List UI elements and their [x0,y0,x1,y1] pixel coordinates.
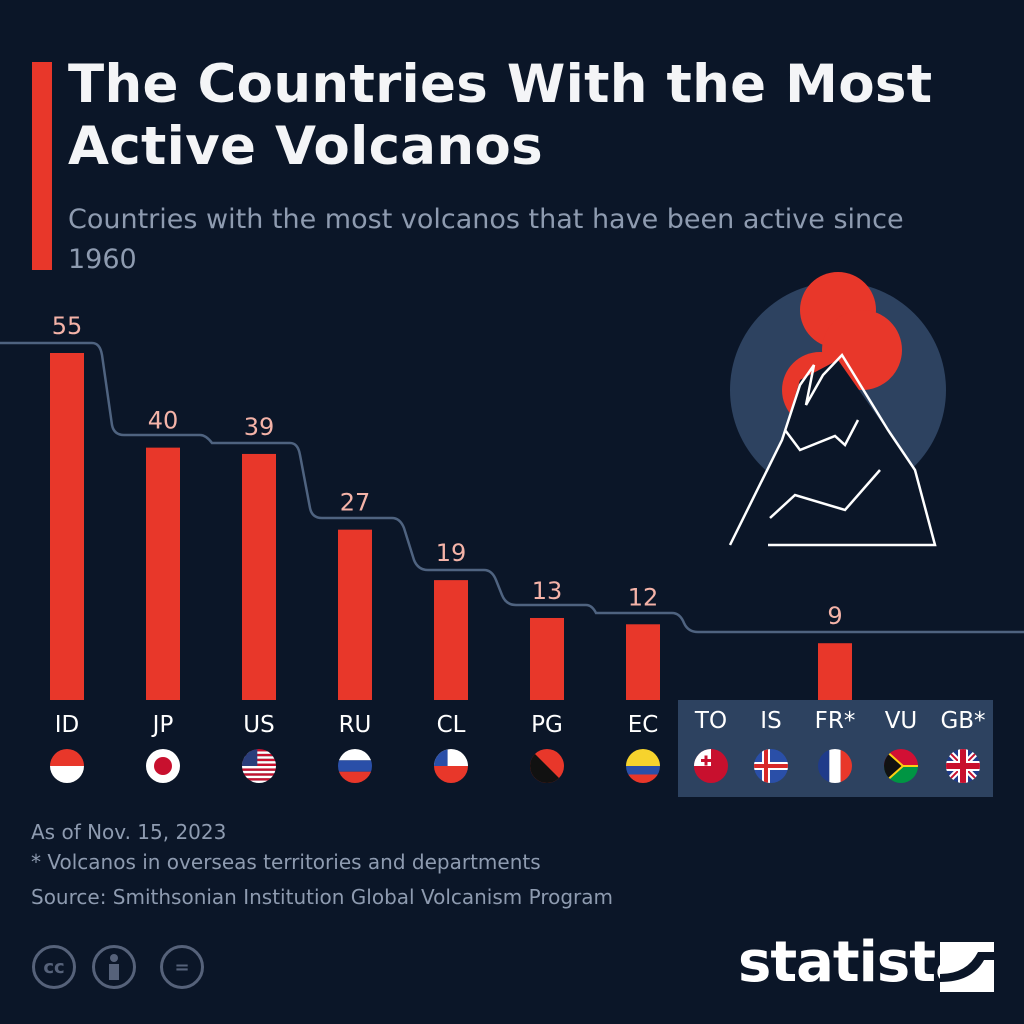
value-label: 39 [244,413,275,441]
flag-us-icon [242,749,276,783]
footer-source: Source: Smithsonian Institution Global V… [31,885,614,909]
category-label: FR* [815,708,856,734]
category-label: US [243,712,274,738]
category-label: GB* [940,708,985,734]
bar-id [50,353,84,700]
statista-logo-mark-icon [940,942,994,992]
statista-logo[interactable]: statista [738,930,973,995]
category-label: TO [694,708,727,734]
flag-to-icon [694,749,728,783]
value-label: 27 [340,489,371,517]
page-subtitle: Countries with the most volcanos that ha… [68,204,904,275]
flag-id-icon [50,749,84,783]
category-label: VU [885,708,918,734]
value-label: 9 [827,602,842,630]
category-label: IS [760,708,781,734]
value-label: 55 [52,312,83,340]
category-label: ID [55,712,80,738]
flag-gb-icon [946,749,980,783]
page-title: The Countries With the Most Active Volca… [68,54,933,177]
category-label: RU [339,712,372,738]
bar-jp [146,447,180,700]
value-label: 19 [436,539,467,567]
bar-ru [338,529,372,700]
category-label: PG [531,712,563,738]
category-label: CL [437,712,466,738]
flag-pg-icon [530,749,564,783]
cc-icon[interactable]: cc [32,945,76,989]
footer-note: * Volcanos in overseas territories and d… [31,850,541,874]
no-derivatives-icon[interactable]: = [160,945,204,989]
flag-fr-icon [818,749,852,783]
value-label: 12 [628,583,659,611]
title-accent-bar [32,62,52,270]
volcano-illustration [728,272,946,547]
bar-cl [434,580,468,700]
value-label: 13 [532,577,563,605]
category-label: EC [628,712,659,738]
bar-us [242,453,276,700]
flag-ec-icon [626,749,660,783]
flag-vu-icon [884,749,918,783]
flag-jp-icon [146,749,180,783]
value-label: 40 [148,407,179,435]
bar-ec [626,624,660,700]
flag-cl-icon [434,749,468,783]
bar-grouped [818,643,852,700]
footer-date: As of Nov. 15, 2023 [31,820,227,844]
attribution-icon[interactable] [92,945,136,989]
category-label: JP [151,712,174,738]
bar-pg [530,617,564,700]
step-line [0,341,1024,634]
flag-is-icon [754,749,788,783]
flag-ru-icon [338,749,372,783]
